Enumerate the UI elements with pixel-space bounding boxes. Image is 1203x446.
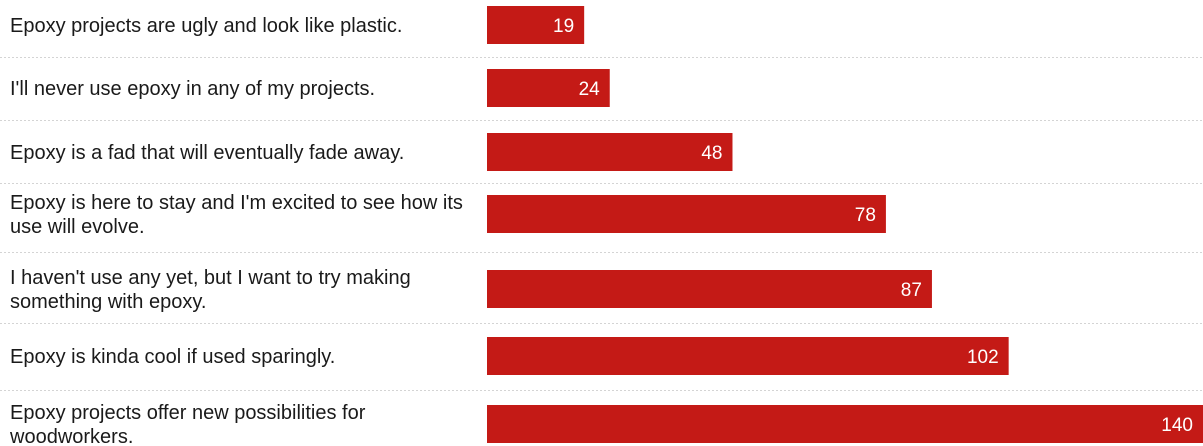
bar [487,133,733,171]
row-dividers [0,57,1203,391]
category-label: Epoxy is here to stay and I'm excited to… [10,192,463,238]
bar-value-label: 78 [855,205,876,226]
bar-value-label: 140 [1161,415,1193,436]
category-label: Epoxy projects offer new possibilities f… [9,402,366,446]
bar [487,270,932,308]
category-labels: Epoxy projects are ugly and look like pl… [9,15,463,446]
category-label: I haven't use any yet, but I want to try… [10,267,411,313]
category-label: Epoxy projects are ugly and look like pl… [10,15,402,37]
bar-value-label: 87 [901,280,922,301]
bars [487,6,1203,443]
category-label: Epoxy is kinda cool if used sparingly. [10,346,335,368]
bar [487,6,585,44]
category-label: Epoxy is a fad that will eventually fade… [10,142,404,164]
bar-value-label: 24 [579,79,601,100]
bar [487,195,886,233]
value-labels: 19 24 48 78 87 102 140 [553,16,1193,436]
bar-value-label: 102 [967,347,999,368]
bar-value-label: 48 [701,143,722,164]
bar [487,337,1009,375]
bar [487,405,1203,443]
category-label: I'll never use epoxy in any of my projec… [10,78,375,100]
bar [487,69,610,107]
bar-value-label: 19 [553,16,574,37]
